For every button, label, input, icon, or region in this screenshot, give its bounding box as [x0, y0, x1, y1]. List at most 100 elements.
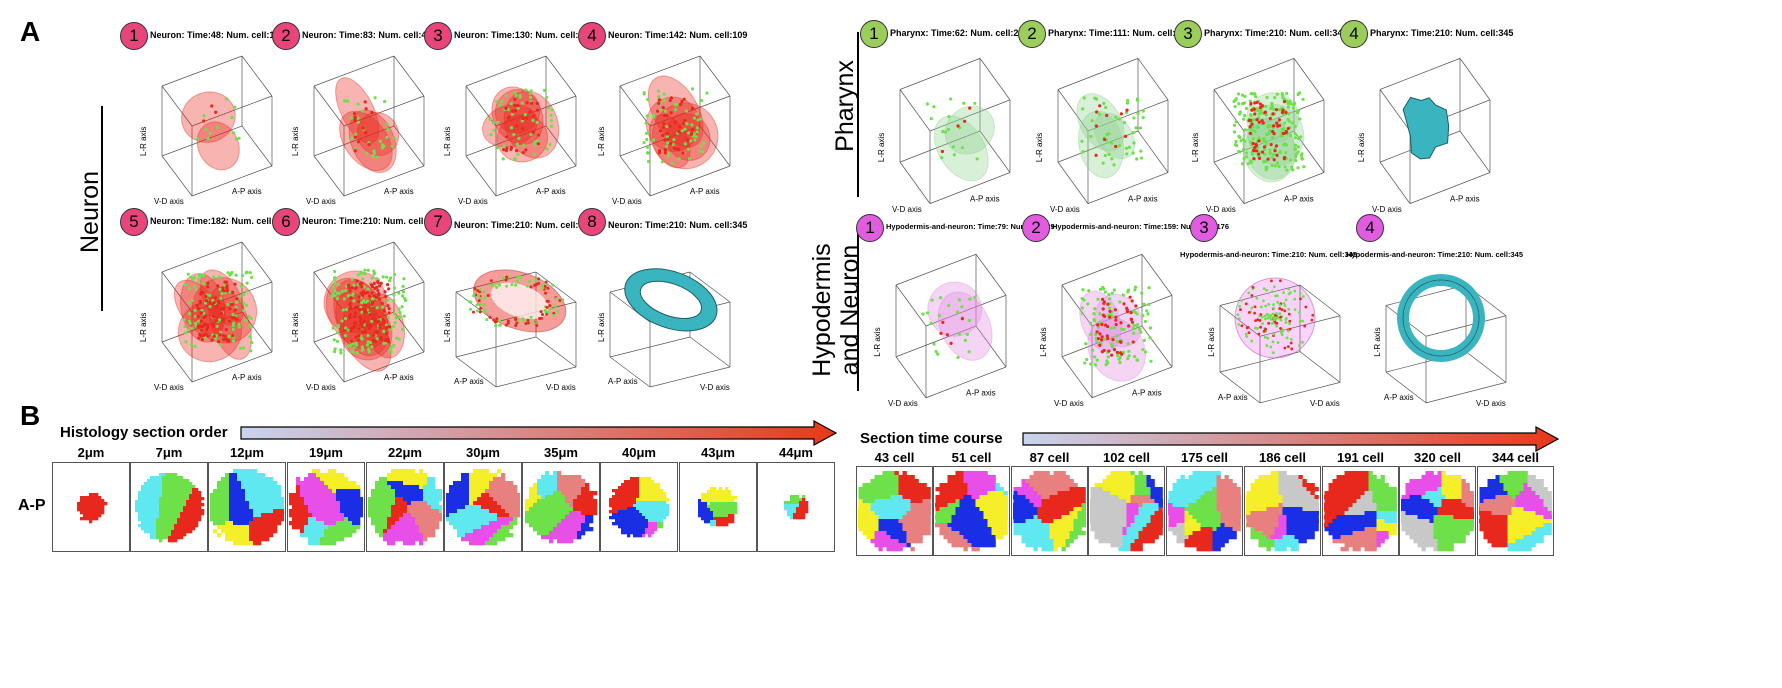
neuron-side-label: Neuron [76, 171, 104, 253]
timecourse-section-label: 102 cell [1103, 450, 1150, 465]
timecourse-section-map [1013, 471, 1086, 552]
ap-axis-label: A-P axis [1284, 195, 1314, 204]
histology-section-map [446, 469, 520, 546]
histology-section-map [289, 469, 363, 546]
neuron-badge-2: 2 [272, 22, 300, 50]
panel-letter-b: B [20, 400, 41, 431]
histology-section-label: 40μm [622, 445, 656, 460]
timecourse-section-map [1246, 471, 1319, 552]
lr-axis-label: L-R axis [597, 313, 606, 342]
histology-section-map [698, 487, 738, 527]
vd-axis-label: V-D axis [892, 205, 922, 214]
pharynx-plot-title-2: Pharynx: Time:111: Num. cell:72 [1048, 28, 1186, 38]
histology-section-map [784, 495, 809, 520]
neuron-badge-7: 7 [424, 208, 452, 236]
timecourse-section-label: 51 cell [951, 450, 992, 465]
pharynx-side-label: Pharynx [831, 60, 859, 152]
lr-axis-label: L-R axis [1039, 327, 1048, 356]
timecourse-arrow [1022, 426, 1560, 452]
hypodermis-badge-4: 4 [1356, 214, 1384, 242]
timecourse-section-label: 175 cell [1181, 450, 1228, 465]
hypodermis-badge-3: 3 [1190, 214, 1218, 242]
neuron-plot-title-3: Neuron: Time:130: Num. cell:95 [454, 30, 589, 40]
neuron-plot-title-1: Neuron: Time:48: Num. cell:14 [150, 30, 280, 40]
timecourse-section-map [1479, 471, 1552, 552]
pharynx-plot-title-3: Pharynx: Time:210: Num. cell:345 [1204, 28, 1348, 38]
neuron-plot-6: V-D axis A-P axis L-R axis [291, 241, 425, 392]
neuron-plot-1: V-D axis A-P axis L-R axis [139, 55, 273, 206]
pharynx-badge-1: 1 [860, 20, 888, 48]
ap-axis-label: A-P axis [454, 377, 484, 386]
neuron-plot-title-5: Neuron: Time:182: Num. cell:195 [150, 216, 290, 226]
histology-arrow [240, 420, 838, 446]
vd-axis-label: V-D axis [1476, 399, 1506, 408]
neuron-badge-5: 5 [120, 208, 148, 236]
vd-axis-label: V-D axis [154, 383, 184, 392]
vd-axis-label: V-D axis [306, 197, 336, 206]
hypodermis-plot-title-3: Hypodermis-and-neuron: Time:210: Num. ce… [1180, 250, 1357, 259]
hypodermis-side-label-2: and Neuron [836, 244, 864, 376]
timecourse-section-label: 87 cell [1029, 450, 1070, 465]
neuron-plot-2: V-D axis A-P axis L-R axis [291, 55, 425, 206]
ap-axis-label: A-P axis [690, 187, 720, 196]
ap-axis-label: A-P axis [536, 187, 566, 196]
ap-axis-label: A-P axis [966, 389, 996, 398]
pharynx-plot-title-1: Pharynx: Time:62: Num. cell:24 [890, 28, 1024, 38]
timecourse-section-map [858, 471, 931, 552]
ap-axis-label: A-P axis [608, 377, 638, 386]
lr-axis-label: L-R axis [597, 127, 606, 156]
ap-axis-label: A-P axis [1384, 393, 1414, 402]
vd-axis-label: V-D axis [306, 383, 336, 392]
lr-axis-label: L-R axis [873, 327, 882, 356]
lr-axis-label: L-R axis [139, 127, 148, 156]
pharynx-plot-4: V-D axis A-P axis L-R axis [1357, 58, 1491, 214]
hypodermis-plot-title-4: Hypodermis-and-neuron: Time:210: Num. ce… [1346, 250, 1523, 259]
vd-axis-label: V-D axis [888, 399, 918, 408]
pharynx-plot-3: V-D axis A-P axis L-R axis [1191, 58, 1325, 214]
timecourse-section-map [1168, 471, 1241, 552]
vd-axis-label: V-D axis [1206, 205, 1236, 214]
neuron-plot-title-8: Neuron: Time:210: Num. cell:345 [608, 220, 748, 230]
lr-axis-label: L-R axis [443, 313, 452, 342]
histology-section-map [609, 477, 670, 538]
pharynx-badge-2: 2 [1018, 20, 1046, 48]
lr-axis-label: L-R axis [1373, 327, 1382, 356]
panel-letter-a: A [20, 16, 41, 47]
neuron-plot-7: A-P axis V-D axis L-R axis [443, 269, 577, 392]
histology-section-label: 19μm [309, 445, 343, 460]
vd-axis-label: V-D axis [154, 197, 184, 206]
lr-axis-label: L-R axis [291, 313, 300, 342]
vd-axis-label: V-D axis [1372, 205, 1402, 214]
pharynx-badge-4: 4 [1340, 20, 1368, 48]
lr-axis-label: L-R axis [291, 127, 300, 156]
ap-axis-label: A-P axis [1132, 389, 1162, 398]
timecourse-section-map [935, 471, 1008, 552]
vd-axis-label: V-D axis [1050, 205, 1080, 214]
ap-axis-label: A-P axis [232, 187, 262, 196]
hypodermis-plot-1: V-D axis A-P axis L-R axis [873, 253, 1007, 408]
hypodermis-bracket-line [857, 233, 859, 391]
timecourse-section-label: 191 cell [1337, 450, 1384, 465]
ap-row-label: A-P [18, 497, 46, 514]
ap-axis-label: A-P axis [1128, 195, 1158, 204]
neuron-plot-5: V-D axis A-P axis L-R axis [139, 241, 273, 392]
histology-section-label: 35μm [544, 445, 578, 460]
lr-axis-label: L-R axis [139, 313, 148, 342]
timecourse-section-map [1324, 471, 1397, 552]
hypodermis-plot-4: A-P axis V-D axis L-R axis [1373, 274, 1507, 408]
lr-axis-label: L-R axis [443, 127, 452, 156]
histology-section-label: 30μm [466, 445, 500, 460]
histology-section-label: 43μm [701, 445, 735, 460]
neuron-bracket-line [101, 106, 103, 311]
hypodermis-side-label-1: Hypodermis [808, 243, 836, 377]
neuron-badge-6: 6 [272, 208, 300, 236]
neuron-plot-title-2: Neuron: Time:83: Num. cell:43 [302, 30, 432, 40]
vd-axis-label: V-D axis [546, 383, 576, 392]
timecourse-heading: Section time course [860, 430, 1003, 447]
neuron-plot-8: A-P axis V-D axis L-R axis [597, 268, 731, 392]
hypodermis-plot-2: V-D axis A-P axis L-R axis [1039, 253, 1173, 408]
lr-axis-label: L-R axis [1035, 133, 1044, 162]
ap-axis-label: A-P axis [1450, 195, 1480, 204]
timecourse-section-map [1401, 471, 1474, 552]
histology-heading: Histology section order [60, 424, 228, 441]
